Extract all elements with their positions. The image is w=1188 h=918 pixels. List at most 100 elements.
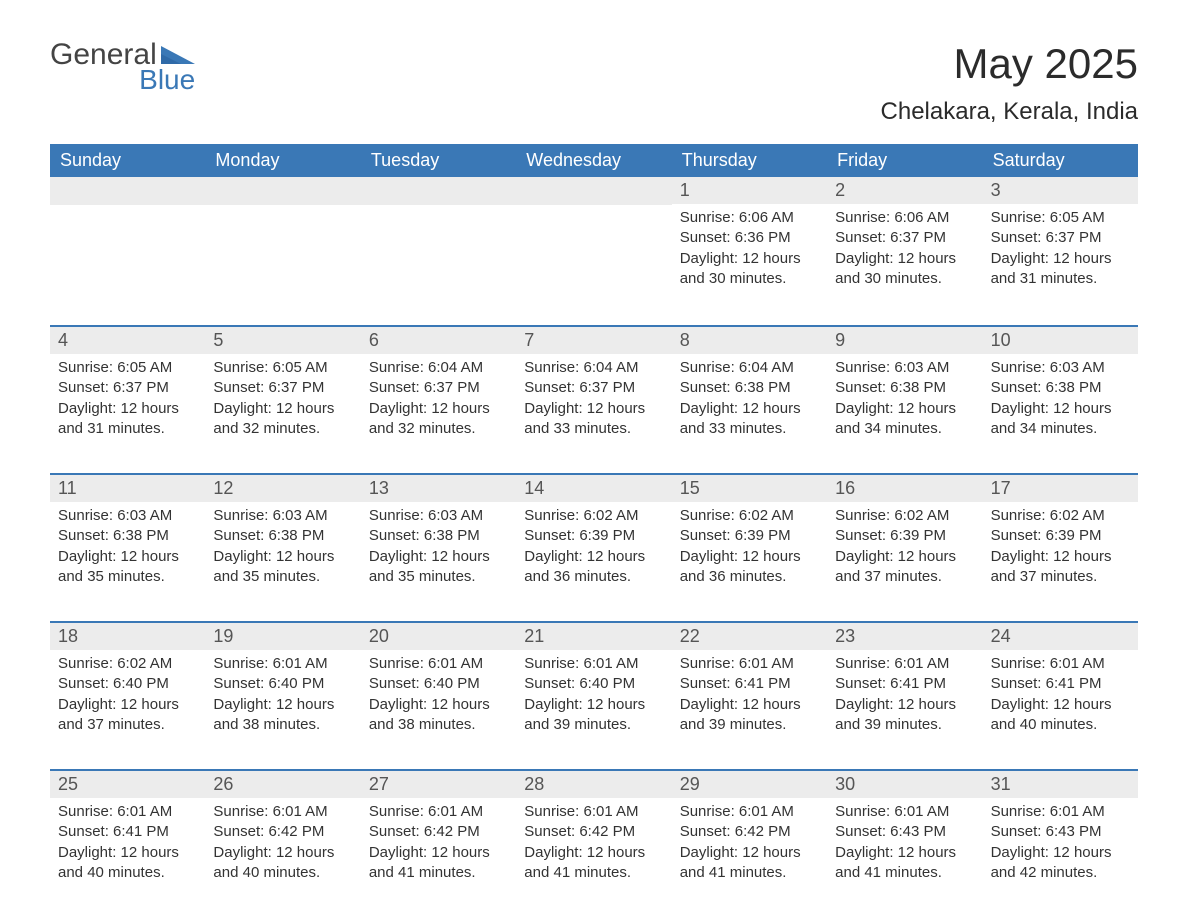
day-cell: 20Sunrise: 6:01 AMSunset: 6:40 PMDayligh… (361, 623, 516, 769)
day-number: 19 (205, 623, 360, 650)
daylight-text: Daylight: 12 hours and 30 minutes. (680, 249, 819, 290)
day-cell: 25Sunrise: 6:01 AMSunset: 6:41 PMDayligh… (50, 771, 205, 917)
sunset-text: Sunset: 6:39 PM (835, 526, 974, 546)
sunrise-text: Sunrise: 6:04 AM (680, 358, 819, 378)
dow-cell: Thursday (672, 144, 827, 177)
sunrise-text: Sunrise: 6:03 AM (58, 506, 197, 526)
daylight-text: Daylight: 12 hours and 38 minutes. (369, 695, 508, 736)
day-body: Sunrise: 6:05 AMSunset: 6:37 PMDaylight:… (983, 208, 1138, 289)
day-cell: 17Sunrise: 6:02 AMSunset: 6:39 PMDayligh… (983, 475, 1138, 621)
day-cell: 29 Sunrise: 6:01 AMSunset: 6:42 PMDayligh… (672, 771, 827, 917)
sunset-text: Sunset: 6:42 PM (680, 822, 819, 842)
daylight-text: Daylight: 12 hours and 40 minutes. (213, 843, 352, 884)
sunset-text: Sunset: 6:38 PM (680, 378, 819, 398)
sunrise-text: Sunrise: 6:05 AM (991, 208, 1130, 228)
day-cell: 26Sunrise: 6:01 AMSunset: 6:42 PMDayligh… (205, 771, 360, 917)
sunset-text: Sunset: 6:37 PM (369, 378, 508, 398)
day-cell: 16 Sunrise: 6:02 AMSunset: 6:39 PMDayligh… (827, 475, 982, 621)
sunrise-text: Sunrise: 6:01 AM (991, 802, 1130, 822)
dow-cell: Saturday (983, 144, 1138, 177)
daylight-text: Daylight: 12 hours and 34 minutes. (835, 399, 974, 440)
day-cell (516, 177, 671, 325)
dow-cell: Friday (827, 144, 982, 177)
day-number: 6 (361, 327, 516, 354)
day-body: Sunrise: 6:02 AMSunset: 6:39 PMDaylight:… (983, 506, 1138, 587)
sunset-text: Sunset: 6:43 PM (991, 822, 1130, 842)
day-number-empty (50, 177, 205, 205)
logo: General Blue (50, 40, 195, 94)
day-cell: 24Sunrise: 6:01 AMSunset: 6:41 PMDayligh… (983, 623, 1138, 769)
daylight-text: Daylight: 12 hours and 32 minutes. (213, 399, 352, 440)
daylight-text: Daylight: 12 hours and 39 minutes. (524, 695, 663, 736)
week-row: 1Sunrise: 6:06 AMSunset: 6:36 PMDaylight… (50, 177, 1138, 325)
day-cell: 11Sunrise: 6:03 AMSunset: 6:38 PMDayligh… (50, 475, 205, 621)
sunset-text: Sunset: 6:37 PM (524, 378, 663, 398)
daylight-text: Daylight: 12 hours and 37 minutes. (835, 547, 974, 588)
day-body: Sunrise: 6:03 AMSunset: 6:38 PMDaylight:… (205, 506, 360, 587)
sunset-text: Sunset: 6:40 PM (369, 674, 508, 694)
day-cell: 19Sunrise: 6:01 AMSunset: 6:40 PMDayligh… (205, 623, 360, 769)
day-body: Sunrise: 6:01 AMSunset: 6:42 PMDaylight:… (672, 802, 827, 883)
daylight-text: Daylight: 12 hours and 37 minutes. (991, 547, 1130, 588)
day-body: Sunrise: 6:02 AMSunset: 6:39 PMDaylight:… (827, 506, 982, 587)
day-body: Sunrise: 6:05 AMSunset: 6:37 PMDaylight:… (205, 358, 360, 439)
day-number: 5 (205, 327, 360, 354)
sunrise-text: Sunrise: 6:01 AM (835, 654, 974, 674)
day-cell: 7Sunrise: 6:04 AMSunset: 6:37 PMDaylight… (516, 327, 671, 473)
day-number: 28 (516, 771, 671, 798)
daylight-text: Daylight: 12 hours and 33 minutes. (680, 399, 819, 440)
sunrise-text: Sunrise: 6:01 AM (213, 654, 352, 674)
day-cell: 30 Sunrise: 6:01 AMSunset: 6:43 PMDayligh… (827, 771, 982, 917)
day-body: Sunrise: 6:01 AMSunset: 6:43 PMDaylight:… (827, 802, 982, 883)
day-cell: 10Sunrise: 6:03 AMSunset: 6:38 PMDayligh… (983, 327, 1138, 473)
title-block: May 2025 Chelakara, Kerala, India (881, 40, 1138, 126)
sunrise-text: Sunrise: 6:01 AM (835, 802, 974, 822)
sunset-text: Sunset: 6:37 PM (58, 378, 197, 398)
sunrise-text: Sunrise: 6:05 AM (58, 358, 197, 378)
day-number: 10 (983, 327, 1138, 354)
day-body: Sunrise: 6:01 AMSunset: 6:43 PMDaylight:… (983, 802, 1138, 883)
day-number: 27 (361, 771, 516, 798)
day-body: Sunrise: 6:02 AMSunset: 6:39 PMDaylight:… (672, 506, 827, 587)
daylight-text: Daylight: 12 hours and 31 minutes. (58, 399, 197, 440)
sunset-text: Sunset: 6:38 PM (835, 378, 974, 398)
sunrise-text: Sunrise: 6:01 AM (58, 802, 197, 822)
sunset-text: Sunset: 6:41 PM (991, 674, 1130, 694)
sunrise-text: Sunrise: 6:02 AM (991, 506, 1130, 526)
dow-cell: Sunday (50, 144, 205, 177)
day-cell: 4 Sunrise: 6:05 AMSunset: 6:37 PMDaylight… (50, 327, 205, 473)
day-cell: 3Sunrise: 6:05 AMSunset: 6:37 PMDaylight… (983, 177, 1138, 325)
day-cell: 15Sunrise: 6:02 AMSunset: 6:39 PMDayligh… (672, 475, 827, 621)
day-number: 13 (361, 475, 516, 502)
daylight-text: Daylight: 12 hours and 34 minutes. (991, 399, 1130, 440)
daylight-text: Daylight: 12 hours and 41 minutes. (524, 843, 663, 884)
sunrise-text: Sunrise: 6:04 AM (369, 358, 508, 378)
day-cell (50, 177, 205, 325)
daylight-text: Daylight: 12 hours and 33 minutes. (524, 399, 663, 440)
day-cell (361, 177, 516, 325)
day-body: Sunrise: 6:01 AMSunset: 6:40 PMDaylight:… (516, 654, 671, 735)
day-number: 29 (672, 771, 827, 798)
daylight-text: Daylight: 12 hours and 35 minutes. (58, 547, 197, 588)
day-cell: 1Sunrise: 6:06 AMSunset: 6:36 PMDaylight… (672, 177, 827, 325)
sunrise-text: Sunrise: 6:01 AM (213, 802, 352, 822)
sunrise-text: Sunrise: 6:06 AM (680, 208, 819, 228)
week-row: 18Sunrise: 6:02 AMSunset: 6:40 PMDayligh… (50, 621, 1138, 769)
sunset-text: Sunset: 6:41 PM (680, 674, 819, 694)
sunrise-text: Sunrise: 6:01 AM (524, 802, 663, 822)
day-cell: 9Sunrise: 6:03 AMSunset: 6:38 PMDaylight… (827, 327, 982, 473)
day-number: 30 (827, 771, 982, 798)
day-cell: 27Sunrise: 6:01 AMSunset: 6:42 PMDayligh… (361, 771, 516, 917)
sunset-text: Sunset: 6:38 PM (369, 526, 508, 546)
day-number: 4 (50, 327, 205, 354)
sunset-text: Sunset: 6:42 PM (213, 822, 352, 842)
day-number: 16 (827, 475, 982, 502)
month-title: May 2025 (881, 40, 1138, 88)
sunrise-text: Sunrise: 6:03 AM (369, 506, 508, 526)
day-cell: 12Sunrise: 6:03 AMSunset: 6:38 PMDayligh… (205, 475, 360, 621)
daylight-text: Daylight: 12 hours and 37 minutes. (58, 695, 197, 736)
daylight-text: Daylight: 12 hours and 30 minutes. (835, 249, 974, 290)
day-body: Sunrise: 6:01 AMSunset: 6:42 PMDaylight:… (516, 802, 671, 883)
sunset-text: Sunset: 6:39 PM (524, 526, 663, 546)
day-body: Sunrise: 6:05 AMSunset: 6:37 PMDaylight:… (50, 358, 205, 439)
